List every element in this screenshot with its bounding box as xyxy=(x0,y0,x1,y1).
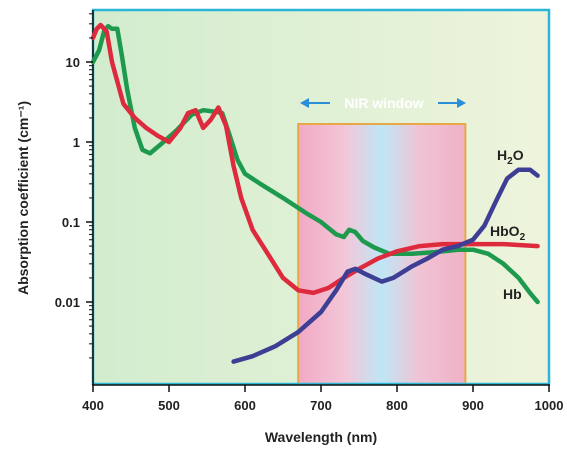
hb-label: Hb xyxy=(503,286,522,302)
y-tick-label: 0.01 xyxy=(55,295,80,310)
nir-window-label: NIR window xyxy=(300,95,466,111)
hbo2-curve xyxy=(90,22,540,296)
x-tick-label: 1000 xyxy=(535,398,564,413)
x-axis-ticks: 400 500 600 700 800 900 1000 xyxy=(82,385,563,413)
nir-window-band xyxy=(297,123,467,385)
x-tick-label: 800 xyxy=(386,398,408,413)
x-tick-label: 600 xyxy=(234,398,256,413)
x-tick-label: 500 xyxy=(158,398,180,413)
h2o-curve xyxy=(231,167,540,364)
y-axis-ticks: 10 1 0.1 0.01 xyxy=(55,13,93,359)
y-tick-label: 10 xyxy=(66,55,80,70)
y-tick-label: 0.1 xyxy=(62,215,80,230)
y-tick-label: 1 xyxy=(73,135,80,150)
y-axis-title: Absorption coefficient (cm⁻¹) xyxy=(15,101,31,295)
x-tick-label: 400 xyxy=(82,398,104,413)
nir-window-text: NIR window xyxy=(344,95,423,111)
hbo2-label: HbO2 xyxy=(490,223,526,243)
h2o-label: H2O xyxy=(497,147,524,167)
x-axis-title: Wavelength (nm) xyxy=(265,429,377,445)
x-tick-label: 700 xyxy=(310,398,332,413)
x-tick-label: 900 xyxy=(462,398,484,413)
